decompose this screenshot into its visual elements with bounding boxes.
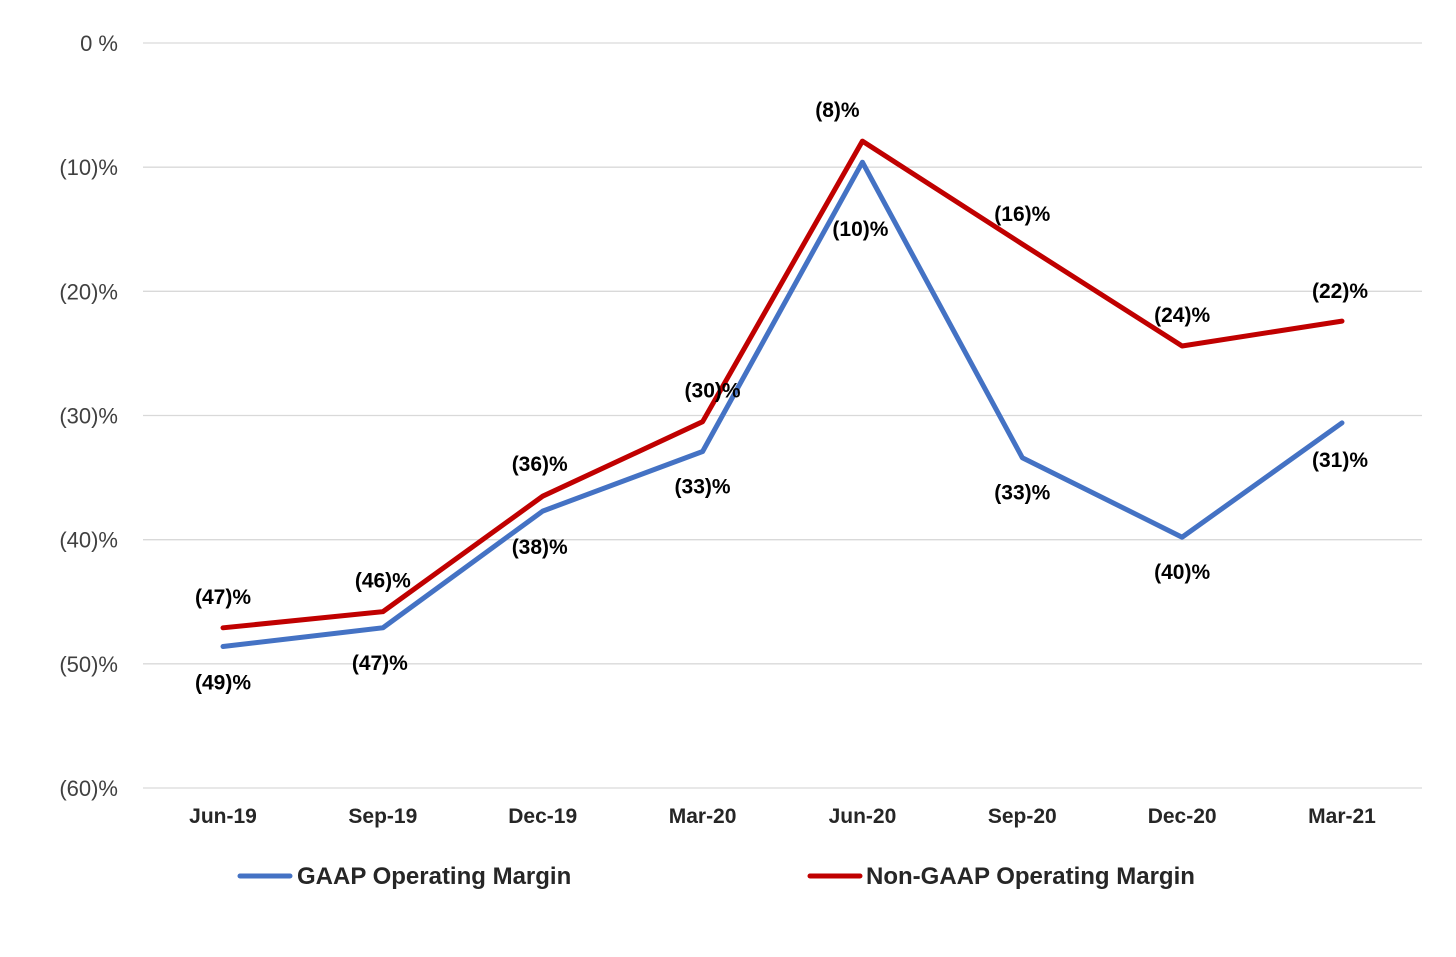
legend-label-non-gaap: Non-GAAP Operating Margin bbox=[866, 863, 1195, 890]
data-label-non-gaap: (47)% bbox=[195, 586, 251, 609]
legend-label-gaap: GAAP Operating Margin bbox=[297, 863, 571, 890]
data-label-gaap: (33)% bbox=[994, 482, 1050, 505]
y-tick-label: (10)% bbox=[59, 155, 118, 180]
x-tick-label: Jun-19 bbox=[189, 805, 257, 828]
y-tick-label: (50)% bbox=[59, 652, 118, 677]
y-tick-label: (40)% bbox=[59, 528, 118, 553]
data-label-non-gaap: (36)% bbox=[512, 453, 568, 476]
x-tick-label: Sep-20 bbox=[988, 805, 1057, 828]
x-tick-label: Sep-19 bbox=[348, 805, 417, 828]
data-label-gaap: (38)% bbox=[512, 536, 568, 559]
data-label-non-gaap: (22)% bbox=[1312, 280, 1368, 303]
x-tick-label: Jun-20 bbox=[829, 805, 897, 828]
data-label-gaap: (31)% bbox=[1312, 449, 1368, 472]
y-tick-label: (20)% bbox=[59, 279, 118, 304]
data-label-non-gaap: (8)% bbox=[815, 99, 860, 122]
data-label-non-gaap: (46)% bbox=[355, 570, 411, 593]
data-label-gaap: (40)% bbox=[1154, 561, 1210, 584]
x-tick-label: Dec-19 bbox=[508, 805, 577, 828]
data-label-gaap: (49)% bbox=[195, 671, 251, 694]
y-tick-label: 0 % bbox=[80, 31, 118, 56]
y-tick-label: (60)% bbox=[59, 776, 118, 801]
data-label-non-gaap: (30)% bbox=[685, 380, 741, 403]
x-tick-label: Mar-21 bbox=[1308, 805, 1376, 828]
data-label-non-gaap: (24)% bbox=[1154, 304, 1210, 327]
data-label-gaap: (10)% bbox=[832, 218, 888, 241]
data-label-gaap: (33)% bbox=[675, 476, 731, 499]
y-tick-label: (30)% bbox=[59, 404, 118, 429]
x-tick-label: Dec-20 bbox=[1148, 805, 1217, 828]
data-label-non-gaap: (16)% bbox=[994, 203, 1050, 226]
series-line-non-gaap bbox=[220, 138, 1345, 631]
series-line-gaap bbox=[220, 159, 1345, 649]
x-tick-label: Mar-20 bbox=[669, 805, 737, 828]
data-label-gaap: (47)% bbox=[352, 652, 408, 675]
